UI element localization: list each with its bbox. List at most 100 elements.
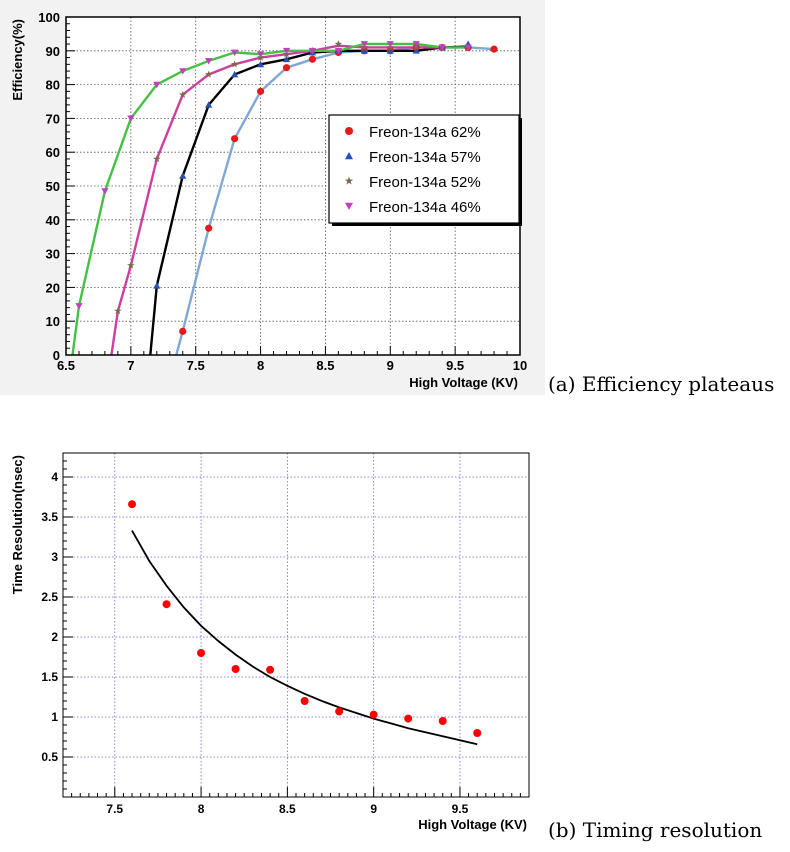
y-tick-label: 4: [51, 470, 58, 484]
legend-marker: [344, 176, 354, 185]
x-axis-label: High Voltage (KV): [409, 375, 518, 390]
data-point: [127, 261, 135, 269]
tick-labels: 7.5 8 8.5 9 9.5 0.5 1 1.5 2 2.5 3 3.5 4: [41, 470, 468, 816]
x-tick-label: 6.5: [57, 358, 75, 373]
y-tick-label: 60: [46, 145, 60, 160]
data-point: [179, 68, 187, 75]
data-point: [231, 135, 239, 143]
data-point: [256, 60, 265, 68]
legend-box: [328, 114, 520, 224]
y-tick-label: 2: [51, 630, 58, 644]
data-point: [179, 172, 187, 179]
legend: Freon-134a 62% Freon-134a 57% Freon-134a 5…: [328, 114, 522, 226]
data-point: [412, 41, 420, 48]
data-point: [369, 710, 378, 719]
x-tick-label: 9: [387, 358, 394, 373]
legend-label: Freon-134a 62%: [369, 124, 481, 141]
data-point: [490, 45, 498, 53]
data-point: [308, 55, 317, 63]
fit-curve: [131, 530, 478, 746]
data-point: [412, 47, 420, 54]
data-point: [282, 55, 291, 63]
data-point: [360, 41, 368, 48]
data-point: [179, 327, 187, 335]
data-point: [178, 90, 187, 98]
x-tick-label: 9: [370, 802, 377, 816]
y-tick-label: 70: [46, 111, 60, 126]
x-axis-label: High Voltage (KV): [418, 817, 527, 832]
data-point: [205, 101, 213, 108]
data-point: [473, 729, 482, 737]
data-point: [300, 697, 309, 705]
data-point: [282, 64, 291, 72]
y-axis-label: Efficiency(%): [10, 19, 25, 101]
data-point: [256, 87, 265, 95]
data-point: [282, 47, 291, 55]
data-point: [101, 188, 109, 195]
data-point: [256, 51, 265, 58]
data-point: [231, 70, 239, 78]
data-point: [153, 81, 161, 89]
data-point: [360, 47, 368, 54]
y-tick-label: 100: [38, 10, 60, 25]
data-point: [334, 40, 343, 48]
legend-marker: [345, 202, 353, 210]
timing-resolution-panel: 7.5 8 8.5 9 9.5 0.5 1 1.5 2 2.5 3 3.5 4 High Voltage …: [0, 430, 545, 847]
y-tick-label: 1.5: [41, 670, 58, 684]
y-tick-label: 20: [46, 280, 60, 295]
data-point: [205, 224, 213, 232]
data-point: [114, 307, 122, 315]
legend-label: Freon-134a 46%: [369, 199, 481, 216]
y-tick-label: 80: [46, 78, 60, 93]
plot-area: [63, 453, 529, 797]
x-tick-label: 7.5: [106, 802, 123, 816]
y-tick-label: 1: [51, 710, 58, 724]
data-point: [153, 155, 161, 163]
y-axis-label: Time Resolution(nsec): [10, 455, 25, 594]
data-point: [204, 70, 213, 78]
ticks: [63, 452, 530, 797]
x-tick-label: 8: [257, 358, 264, 373]
caption-a: (a) Efficiency plateaus: [548, 372, 775, 396]
y-tick-label: 0.5: [41, 750, 58, 764]
data-point: [386, 47, 394, 54]
data-point: [230, 60, 239, 68]
y-tick-label: 3: [51, 550, 58, 564]
data-point: [404, 714, 413, 723]
x-tick-label: 8.5: [316, 358, 334, 373]
data-point: [335, 707, 344, 716]
legend-label: Freon-134a 57%: [369, 149, 481, 166]
data-point: [464, 44, 472, 52]
x-tick-label: 7.5: [187, 358, 205, 373]
data-point: [438, 717, 447, 725]
data-point: [231, 49, 239, 57]
data-point: [386, 41, 394, 48]
y-tick-label: 0: [53, 348, 60, 363]
data-point: [127, 115, 135, 122]
data-point: [128, 500, 137, 509]
data-point: [75, 303, 83, 310]
ticks: [65, 16, 521, 356]
data-point: [334, 47, 342, 55]
data-point: [231, 665, 240, 673]
y-tick-label: 90: [46, 44, 60, 59]
x-tick-label: 7: [127, 358, 134, 373]
x-tick-label: 8: [198, 802, 205, 816]
y-tick-label: 2.5: [41, 590, 58, 604]
legend-label: Freon-134a 52%: [369, 174, 481, 191]
caption-b: (b) Timing resolution: [548, 818, 763, 842]
data-point: [266, 665, 275, 674]
data-point: [205, 58, 213, 65]
y-tick-label: 3.5: [41, 510, 58, 524]
data-point: [153, 282, 161, 289]
x-tick-label: 9.5: [452, 802, 469, 816]
data-points: [128, 500, 482, 737]
x-tick-label: 8.5: [279, 802, 296, 816]
data-point: [308, 47, 317, 55]
legend-marker: [345, 152, 353, 160]
efficiency-chart: 6.5 7 7.5 8 8.5 9 9.5 100102030405060708090100H…: [0, 0, 545, 395]
x-tick-label: 10: [513, 358, 527, 373]
y-tick-label: 30: [46, 247, 60, 262]
efficiency-plateaus-panel: 6.5 7 7.5 8 8.5 9 9.5 10 0 10 20 30 40 50 60 70 80 90 100 H…: [0, 0, 545, 395]
series-4-points: [75, 41, 472, 310]
